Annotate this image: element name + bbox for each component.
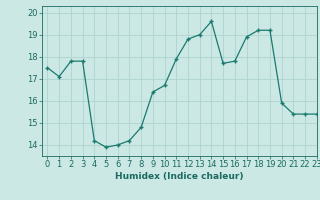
X-axis label: Humidex (Indice chaleur): Humidex (Indice chaleur) bbox=[115, 172, 244, 181]
